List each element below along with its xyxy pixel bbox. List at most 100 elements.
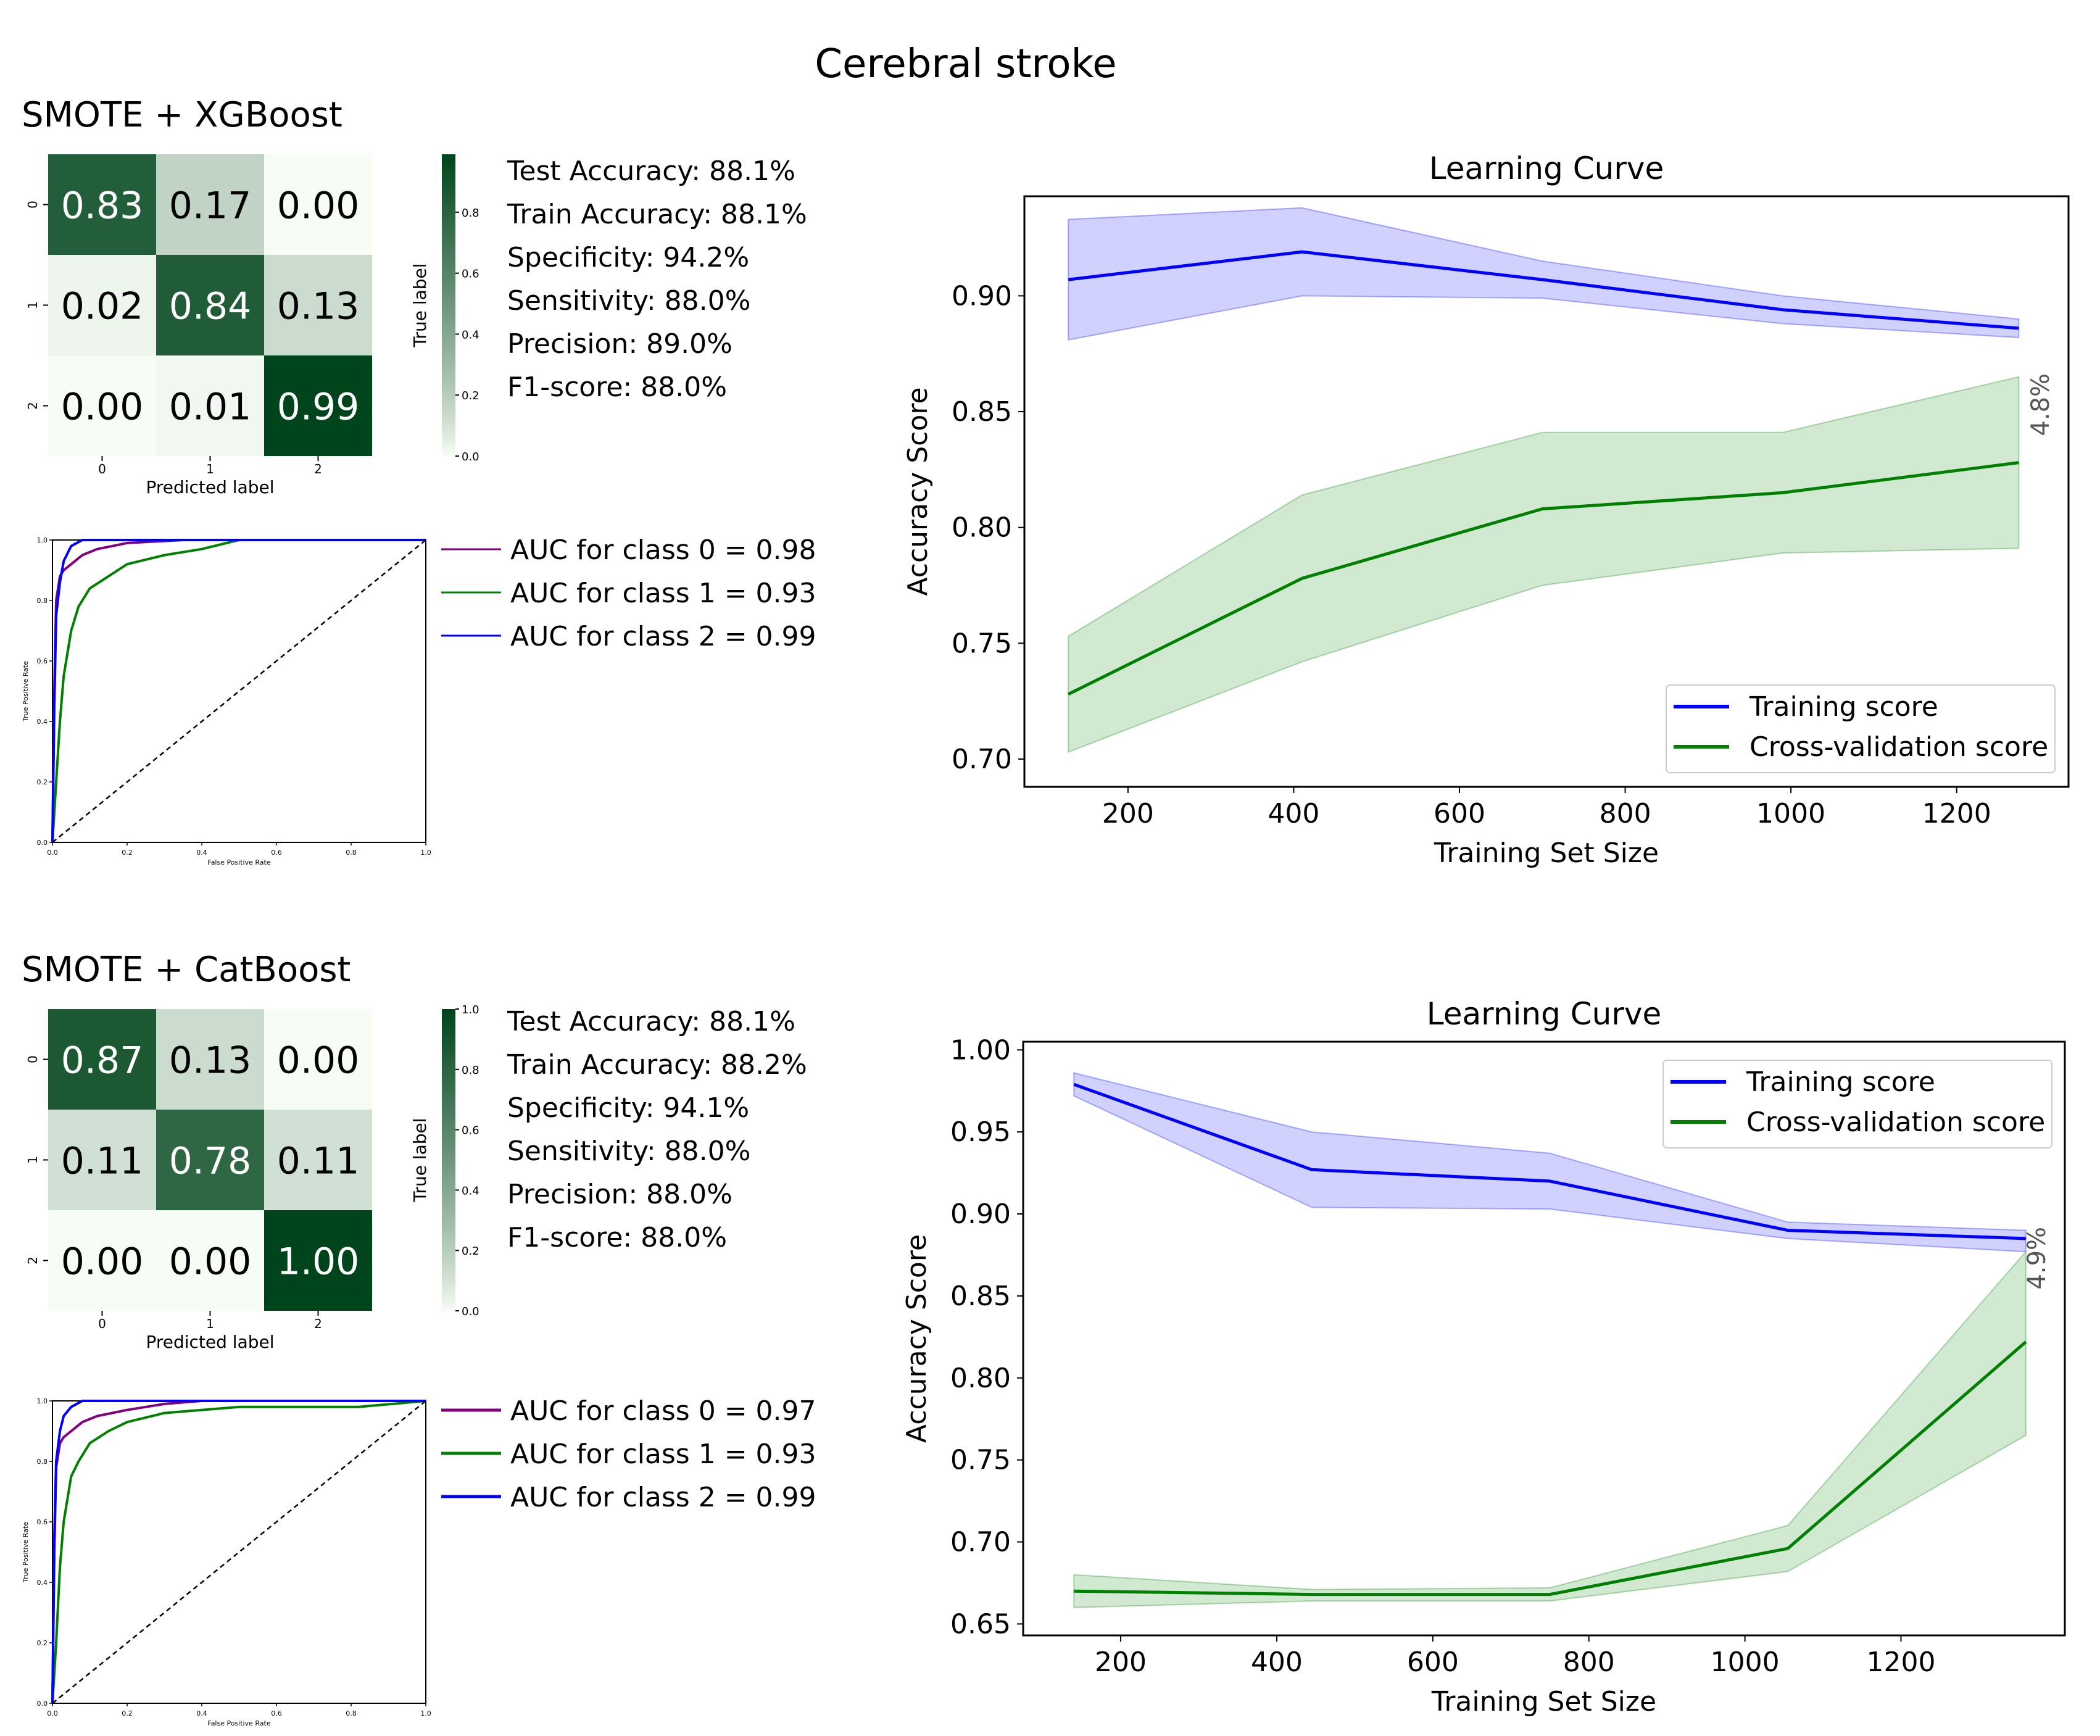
cm-x-tick-label: 0 (98, 1316, 106, 1331)
metric-test-accuracy: Test Accuracy: 88.1% (507, 156, 795, 187)
cm-cell (156, 1110, 264, 1210)
cm-cell-value: 0.11 (277, 1140, 360, 1183)
roc-y-tick-label: 0.0 (37, 839, 48, 847)
cm-cell-value: 0.17 (169, 185, 252, 228)
cm-y-tick-label: 1 (25, 1156, 40, 1164)
lc-y-tick-label: 0.70 (952, 744, 1012, 775)
learning-curve-xgboost: Learning Curve 200 400 600 800 1000 1200 0.70 0.… (902, 151, 2070, 869)
cm-cell-value: 0.13 (277, 285, 360, 328)
lc-y-tick-label: 0.75 (950, 1445, 1011, 1476)
cm-cell (264, 355, 372, 456)
cm-cell (264, 255, 372, 355)
lc-gap-annotation: 4.8% (2027, 373, 2055, 436)
roc-x-tick-label: 1.0 (420, 849, 431, 857)
lc-training-band (1068, 207, 2020, 341)
cm-cell-value: 0.00 (61, 1240, 144, 1284)
roc-chance-line (52, 539, 426, 843)
cm-cell-value: 0.11 (61, 1140, 144, 1183)
roc-y-axis-label: True Positive Rate (22, 1522, 30, 1583)
cm-x-tick-label: 1 (206, 1316, 214, 1331)
cm-cell-value: 0.02 (61, 285, 144, 328)
cm-cell-value: 0.00 (277, 185, 360, 228)
roc-y-tick-label: 0.6 (37, 657, 48, 665)
cm-cell (156, 355, 264, 456)
cm-y-tick-label: 2 (25, 402, 40, 410)
lc-x-axis-label: Training Set Size (1431, 1686, 1656, 1717)
roc-y-axis-label: True Positive Rate (22, 661, 30, 722)
lc-x-tick-label: 200 (1095, 1647, 1147, 1678)
cm-cell (48, 154, 156, 255)
lc-x-tick-label: 600 (1407, 1647, 1459, 1678)
cm-cell (48, 1009, 156, 1110)
cm-cell (264, 1210, 372, 1311)
roc-y-tick-label: 0.8 (37, 1458, 48, 1466)
cm-x-axis-label: Predicted label (146, 1332, 274, 1352)
cm-colorbar-tick-label: 0.2 (462, 389, 479, 402)
lc-y-tick-label: 0.85 (952, 396, 1012, 428)
metric-test-accuracy: Test Accuracy: 88.1% (507, 1006, 795, 1037)
roc-y-tick-label: 1.0 (37, 536, 48, 544)
roc-curve-class-1 (51, 1400, 426, 1704)
roc-legend-label-class-2: AUC for class 2 = 0.99 (510, 1482, 816, 1513)
lc-x-tick-label: 400 (1268, 798, 1319, 829)
lc-legend-label-training: Training score (1749, 691, 1938, 723)
cm-cell (156, 1210, 264, 1311)
cm-cell (264, 1009, 372, 1110)
cm-colorbar (442, 1009, 455, 1311)
cm-y-tick-label: 0 (25, 1055, 40, 1063)
roc-y-tick-label: 0.2 (37, 778, 48, 786)
metric-train-accuracy: Train Accuracy: 88.2% (507, 1049, 807, 1081)
roc-x-tick-label: 0.2 (122, 1709, 133, 1717)
cm-y-axis-label: True label (410, 263, 430, 347)
cm-colorbar-tick-label: 0.6 (462, 1124, 479, 1137)
roc-curve-class-2 (51, 539, 426, 843)
roc-x-tick-label: 0.6 (271, 1709, 282, 1717)
lc-legend-box (1662, 1060, 2052, 1148)
confusion-matrix-xgboost: 0.83 0.17 0.000.02 0.84 0.130.00 0.01 0.990120… (25, 154, 479, 497)
lc-y-tick-label: 0.85 (950, 1281, 1011, 1312)
roc-y-tick-label: 0.0 (37, 1700, 48, 1708)
lc-x-tick-label: 1000 (1756, 798, 1825, 829)
cm-cell (48, 1210, 156, 1311)
metric-f1-score: F1-score: 88.0% (507, 372, 727, 403)
roc-chart-catboost: 0.00.0 0.2 0.2 0.4 0.4 0.6 0.6 0.8 0.8 1.0 1.0 Fals… (22, 1397, 431, 1727)
cm-cell-value: 0.00 (277, 1039, 360, 1082)
cm-x-tick-label: 2 (314, 462, 322, 476)
lc-x-tick-label: 800 (1563, 1647, 1615, 1678)
lc-training-line (1068, 250, 2019, 330)
roc-chart-xgboost: 0.0 0.0 0.2 0.2 0.4 0.4 0.6 0.6 0.8 0.8 1.0 1.0 Fals… (22, 536, 431, 866)
lc-x-tick-label: 200 (1102, 798, 1154, 829)
cm-cell-value: 0.13 (169, 1039, 252, 1082)
cm-cell-value: 0.00 (169, 1240, 252, 1284)
lc-y-tick-label: 0.95 (950, 1116, 1011, 1148)
section-title-xgboost: SMOTE + XGBoost (22, 95, 342, 135)
lc-legend-label-cv: Cross-validation score (1749, 731, 2048, 763)
roc-legend-label-class-1: AUC for class 1 = 0.93 (510, 1439, 816, 1470)
lc-y-tick-label: 0.90 (952, 280, 1012, 312)
lc-title: Learning Curve (1429, 151, 1664, 186)
lc-y-tick-label: 0.70 (950, 1527, 1011, 1558)
roc-x-tick-label: 0.8 (346, 1709, 357, 1717)
roc-curve-class-2 (51, 1400, 426, 1704)
lc-y-axis-label: Accuracy Score (901, 1234, 932, 1443)
cm-x-axis-label: Predicted label (146, 477, 274, 497)
cm-colorbar-tick-label: 0.0 (462, 451, 479, 463)
lc-legend-box (1666, 684, 2056, 773)
cm-cell (48, 255, 156, 355)
roc-y-tick-label: 0.6 (37, 1518, 48, 1526)
lc-y-tick-label: 1.00 (950, 1034, 1011, 1066)
metric-train-accuracy: Train Accuracy: 88.1% (507, 199, 807, 230)
lc-plot-frame (1023, 195, 2070, 788)
roc-x-axis-label: False Positive Rate (207, 1719, 270, 1727)
cm-y-tick-label: 1 (25, 301, 40, 309)
cm-cell-value: 0.00 (61, 386, 144, 429)
lc-y-tick-label: 0.75 (952, 628, 1012, 659)
cm-y-axis-label: True label (410, 1118, 430, 1202)
cm-colorbar-tick-label: 0.0 (462, 1305, 479, 1318)
cm-colorbar-tick-label: 0.6 (462, 268, 479, 281)
roc-legend-label-class-1: AUC for class 1 = 0.93 (510, 578, 816, 609)
lc-x-tick-label: 800 (1600, 798, 1651, 829)
cm-colorbar-tick-label: 0.8 (462, 207, 479, 220)
cm-x-tick-label: 2 (314, 1316, 322, 1331)
cm-colorbar (442, 154, 455, 456)
